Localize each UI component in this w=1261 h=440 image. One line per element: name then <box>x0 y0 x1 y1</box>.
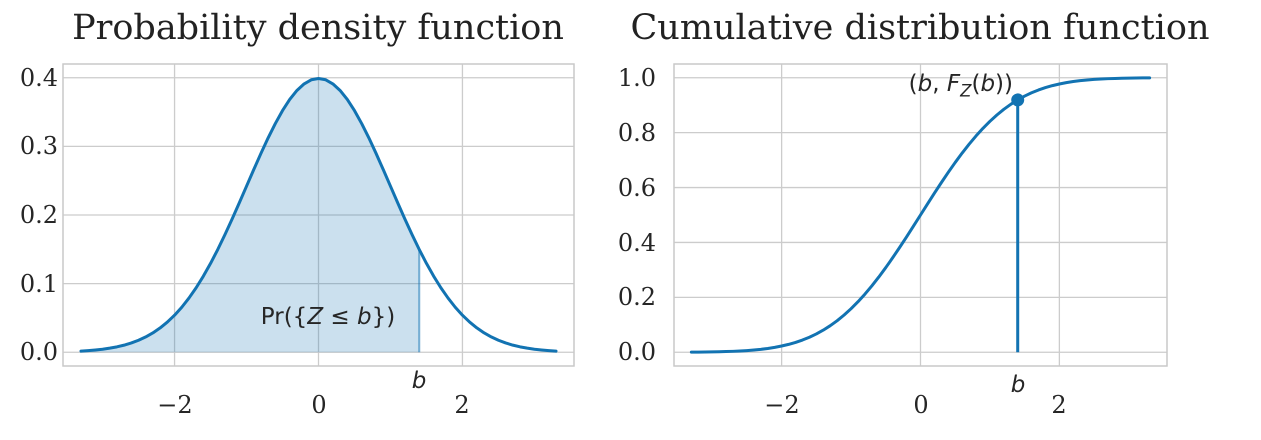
pdf-xtick-0: 0 <box>311 391 327 419</box>
pr-leq: ≤ <box>323 304 357 330</box>
pr-var-b: b <box>356 304 372 330</box>
pt-var-b1: b <box>917 71 933 97</box>
pt-comma: , <box>932 71 947 97</box>
pt-var-F: F <box>946 71 961 97</box>
pdf-b-label: b <box>411 368 427 394</box>
cdf-ytick-1.0: 1.0 <box>617 64 656 92</box>
cdf-title: Cumulative distribution function <box>630 8 1210 48</box>
pdf-probability-annotation: Pr({Z ≤ b}) <box>228 303 428 331</box>
pdf-title: Probability density function <box>72 8 564 48</box>
cdf-xtick-0: 0 <box>913 391 929 419</box>
pdf-ytick-0.1: 0.1 <box>19 270 58 298</box>
pdf-xtick-neg2: −2 <box>157 391 193 419</box>
pt-sub-Z: Z <box>960 81 972 101</box>
pdf-ytick-0.0: 0.0 <box>19 338 58 366</box>
cdf-xtick-neg2: −2 <box>764 391 800 419</box>
cdf-ytick-0.8: 0.8 <box>617 119 656 147</box>
pr-var-Z: Z <box>307 304 324 330</box>
cdf-ytick-0.6: 0.6 <box>617 174 656 202</box>
cdf-ytick-0.2: 0.2 <box>617 283 656 311</box>
pdf-ytick-0.3: 0.3 <box>19 132 58 160</box>
pt-close: )) <box>995 71 1013 97</box>
pr-prefix: Pr({ <box>260 304 308 330</box>
pdf-ytick-0.2: 0.2 <box>19 201 58 229</box>
cdf-ytick-0.0: 0.0 <box>617 338 656 366</box>
cdf-point-annotation: (b, FZ(b)) <box>813 70 1013 101</box>
cdf-xtick-2: 2 <box>1051 391 1067 419</box>
pt-popen: ( <box>971 71 981 97</box>
pr-suffix: }) <box>371 304 396 330</box>
pt-open: ( <box>908 71 918 97</box>
pdf-ytick-0.4: 0.4 <box>19 64 58 92</box>
cdf-ytick-0.4: 0.4 <box>617 229 656 257</box>
pdf-xtick-2: 2 <box>454 391 470 419</box>
pt-var-b2: b <box>980 71 996 97</box>
cdf-b-label: b <box>1010 372 1026 398</box>
